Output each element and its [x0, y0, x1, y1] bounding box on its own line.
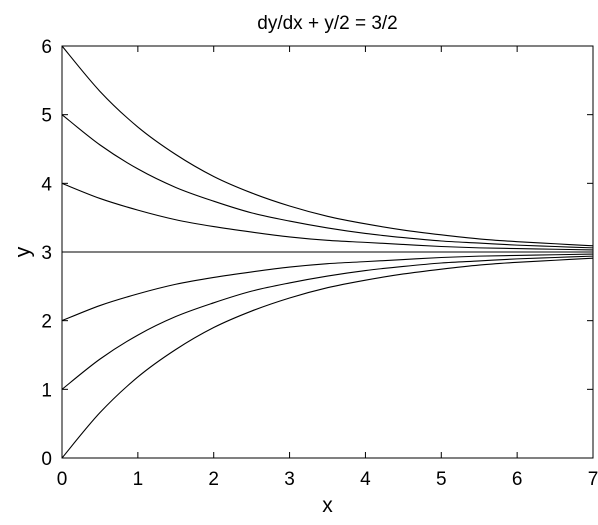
x-tick-label: 7 — [588, 469, 598, 490]
solution-curve — [61, 182, 594, 251]
x-tick-label: 3 — [284, 469, 295, 490]
solution-curve — [61, 255, 594, 390]
x-tick-label: 1 — [133, 469, 144, 490]
y-tick-label: 3 — [41, 243, 52, 264]
solution-curve — [61, 257, 594, 459]
x-tick-label: 5 — [436, 469, 447, 490]
y-tick-label: 0 — [41, 449, 52, 470]
solution-curve — [61, 45, 594, 247]
solution-curve — [61, 114, 594, 249]
x-tick-label: 0 — [57, 469, 68, 490]
y-tick-label: 6 — [41, 37, 52, 58]
y-axis-label: y — [12, 246, 35, 257]
x-tick-label: 6 — [512, 469, 523, 490]
x-tick-label: 4 — [360, 469, 371, 490]
y-tick-label: 2 — [41, 312, 52, 333]
y-tick-label: 5 — [41, 106, 52, 127]
y-tick-label: 4 — [41, 174, 52, 195]
chart-title: dy/dx + y/2 = 3/2 — [257, 13, 397, 34]
plot-frame — [61, 45, 594, 459]
y-tick-label: 1 — [41, 380, 52, 401]
axis-ticks: 0 1 2 3 4 5 6 7 0 1 2 3 4 5 6 — [41, 37, 598, 490]
x-tick-label: 2 — [208, 469, 219, 490]
solution-curves — [61, 45, 594, 459]
x-axis-label: x — [322, 494, 333, 517]
solution-curve — [61, 253, 594, 322]
